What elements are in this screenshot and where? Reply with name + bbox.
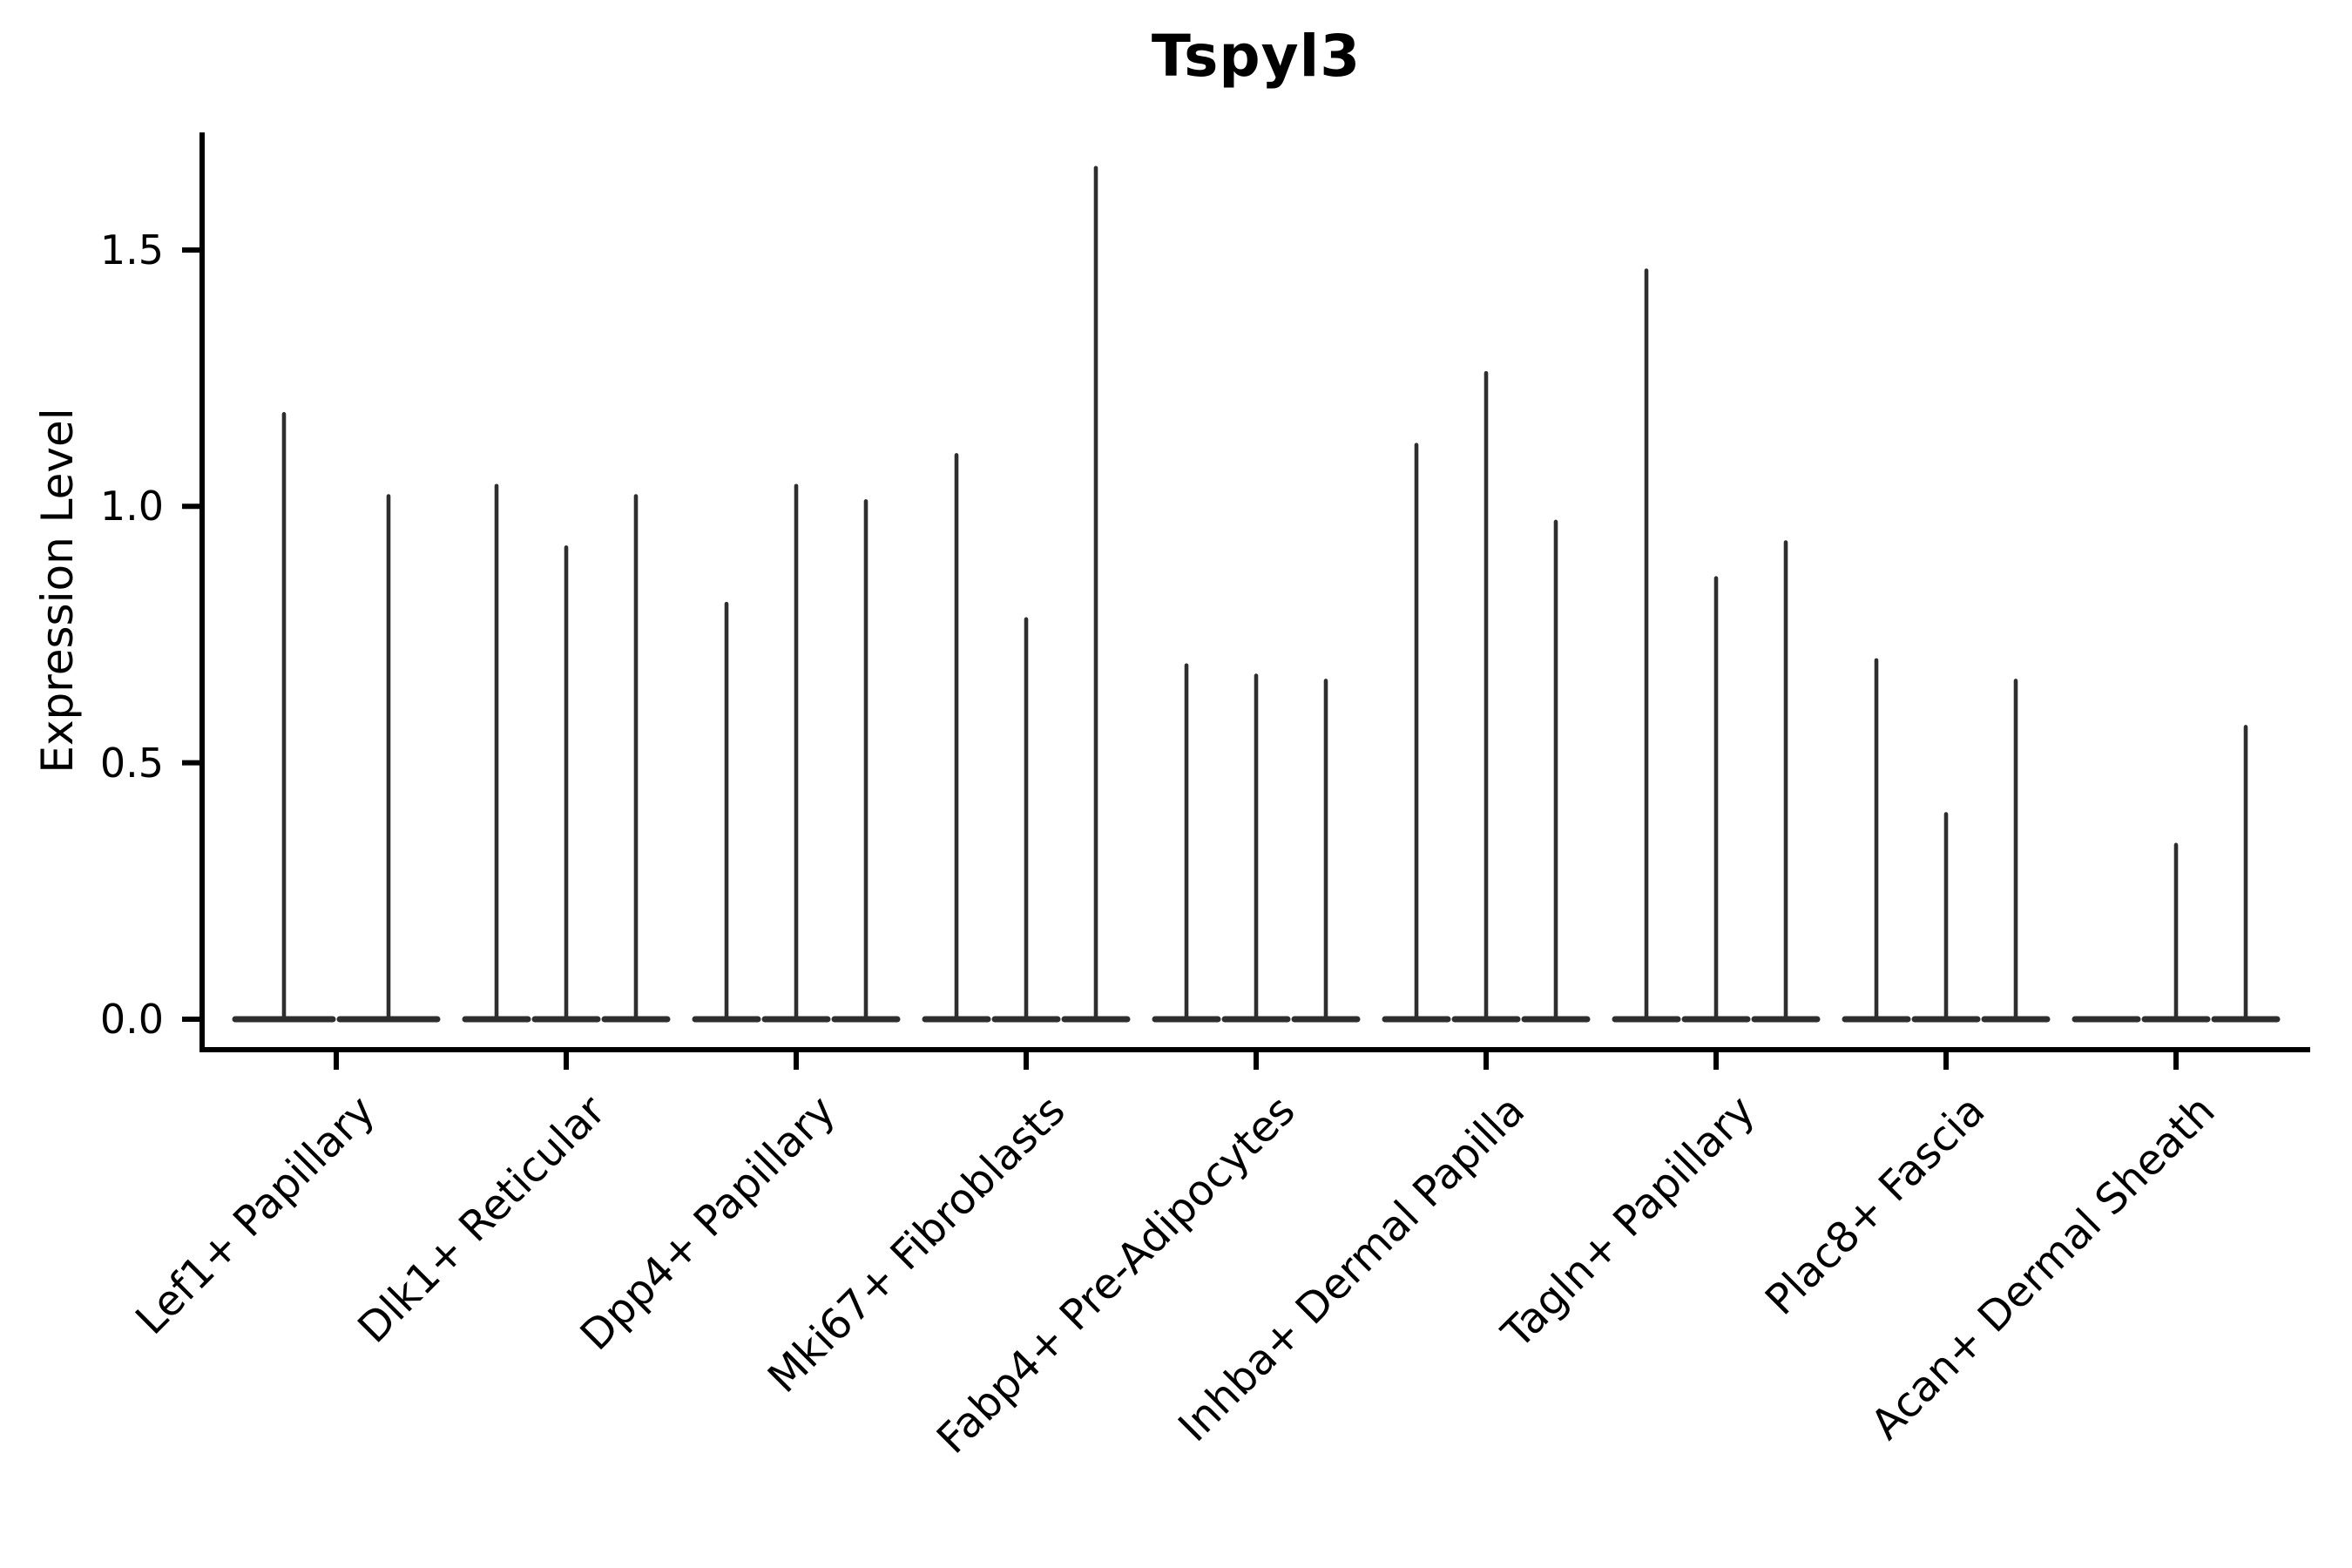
y-tick-label: 1.0 xyxy=(99,483,164,531)
y-tick-label: 0.0 xyxy=(99,996,164,1043)
y-tick-label: 1.5 xyxy=(99,226,164,274)
chart-title: Tspyl3 xyxy=(1151,23,1362,90)
y-tick-label: 0.5 xyxy=(99,739,164,787)
